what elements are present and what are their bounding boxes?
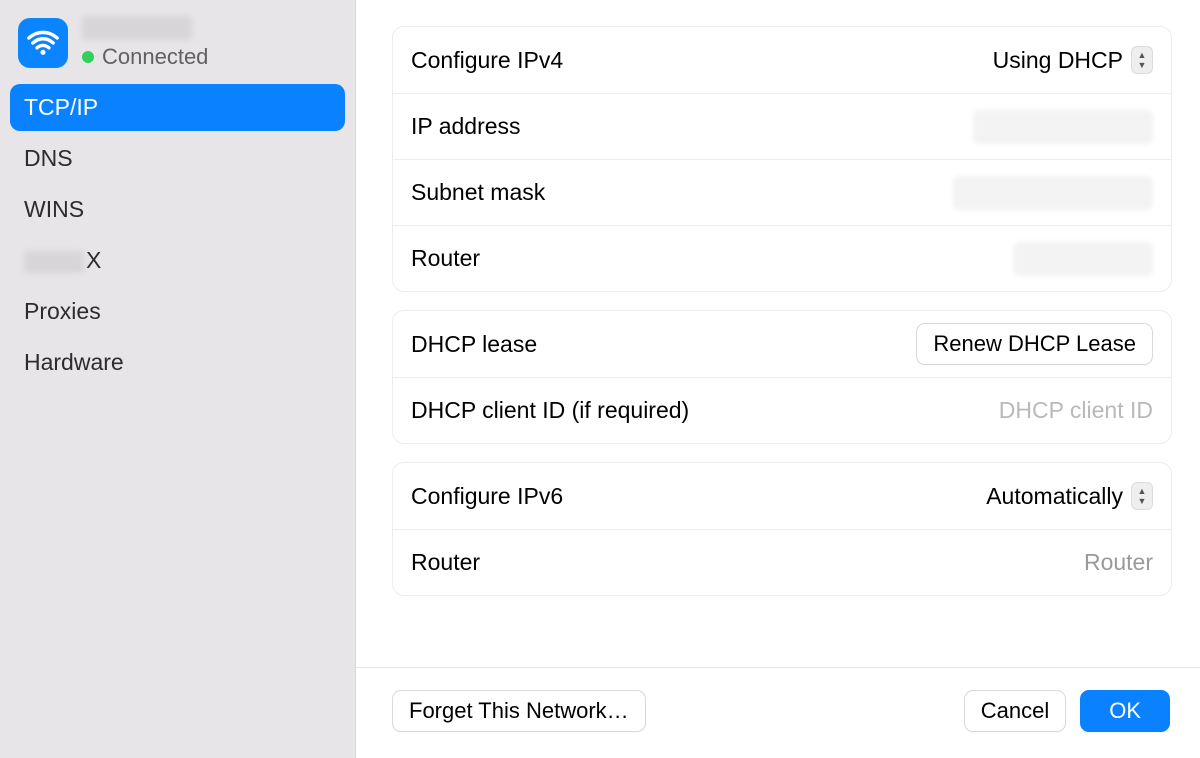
updown-icon: ▲▼ — [1131, 482, 1153, 510]
sidebar-item-wins[interactable]: WINS — [10, 186, 345, 233]
configure-ipv6-label: Configure IPv6 — [411, 483, 563, 510]
sidebar-nav: TCP/IP DNS WINS X Proxies Hardware — [0, 84, 355, 386]
ip-address-value-redacted — [973, 110, 1153, 144]
row-router-ipv4: Router — [393, 225, 1171, 291]
dhcp-lease-label: DHCP lease — [411, 331, 537, 358]
settings-scroll: Configure IPv4 Using DHCP ▲▼ IP address … — [356, 0, 1200, 667]
sidebar-item-dns[interactable]: DNS — [10, 135, 345, 182]
status-dot-icon — [82, 51, 94, 63]
sidebar-item-proxies[interactable]: Proxies — [10, 288, 345, 335]
cancel-button[interactable]: Cancel — [964, 690, 1066, 732]
dhcp-group: DHCP lease Renew DHCP Lease DHCP client … — [392, 310, 1172, 444]
configure-ipv6-popup[interactable]: Automatically ▲▼ — [986, 482, 1153, 510]
router-ipv6-placeholder: Router — [1084, 549, 1153, 576]
status-label: Connected — [102, 44, 208, 70]
configure-ipv4-popup[interactable]: Using DHCP ▲▼ — [993, 46, 1153, 74]
router-ipv4-value-redacted — [1013, 242, 1153, 276]
forget-network-button[interactable]: Forget This Network… — [392, 690, 646, 732]
sidebar-item-label: TCP/IP — [24, 94, 98, 120]
router-ipv6-label: Router — [411, 549, 480, 576]
ip-address-label: IP address — [411, 113, 521, 140]
configure-ipv4-value: Using DHCP — [993, 47, 1123, 74]
row-dhcp-lease: DHCP lease Renew DHCP Lease — [393, 311, 1171, 377]
subnet-mask-label: Subnet mask — [411, 179, 545, 206]
row-configure-ipv4: Configure IPv4 Using DHCP ▲▼ — [393, 27, 1171, 93]
row-ip-address: IP address — [393, 93, 1171, 159]
sidebar: Connected TCP/IP DNS WINS X Proxies Hard… — [0, 0, 356, 758]
wifi-icon — [18, 18, 68, 68]
sidebar-item-tcpip[interactable]: TCP/IP — [10, 84, 345, 131]
sidebar-item-label: Proxies — [24, 298, 101, 324]
row-router-ipv6: Router Router — [393, 529, 1171, 595]
row-dhcp-client-id: DHCP client ID (if required) — [393, 377, 1171, 443]
sidebar-item-prefix-redacted — [24, 251, 84, 273]
updown-icon: ▲▼ — [1131, 46, 1153, 74]
ok-button[interactable]: OK — [1080, 690, 1170, 732]
sidebar-item-label: X — [86, 247, 101, 273]
main-panel: Configure IPv4 Using DHCP ▲▼ IP address … — [356, 0, 1200, 758]
router-ipv4-label: Router — [411, 245, 480, 272]
renew-dhcp-lease-button[interactable]: Renew DHCP Lease — [916, 323, 1153, 365]
connection-meta: Connected — [82, 16, 208, 70]
ipv4-group: Configure IPv4 Using DHCP ▲▼ IP address … — [392, 26, 1172, 292]
network-advanced-window: Connected TCP/IP DNS WINS X Proxies Hard… — [0, 0, 1200, 758]
sidebar-item-redacted[interactable]: X — [10, 237, 345, 284]
sidebar-item-label: DNS — [24, 145, 73, 171]
subnet-mask-value-redacted — [953, 176, 1153, 210]
configure-ipv4-label: Configure IPv4 — [411, 47, 563, 74]
row-configure-ipv6: Configure IPv6 Automatically ▲▼ — [393, 463, 1171, 529]
dhcp-client-id-label: DHCP client ID (if required) — [411, 397, 689, 424]
configure-ipv6-value: Automatically — [986, 483, 1123, 510]
row-subnet-mask: Subnet mask — [393, 159, 1171, 225]
dhcp-client-id-input[interactable] — [913, 397, 1153, 424]
connection-header: Connected — [0, 12, 355, 84]
footer-right: Cancel OK — [964, 690, 1170, 732]
connection-status: Connected — [82, 44, 208, 70]
ipv6-group: Configure IPv6 Automatically ▲▼ Router R… — [392, 462, 1172, 596]
footer: Forget This Network… Cancel OK — [356, 667, 1200, 758]
sidebar-item-label: WINS — [24, 196, 84, 222]
network-ssid-redacted — [82, 16, 192, 40]
sidebar-item-label: Hardware — [24, 349, 124, 375]
sidebar-item-hardware[interactable]: Hardware — [10, 339, 345, 386]
